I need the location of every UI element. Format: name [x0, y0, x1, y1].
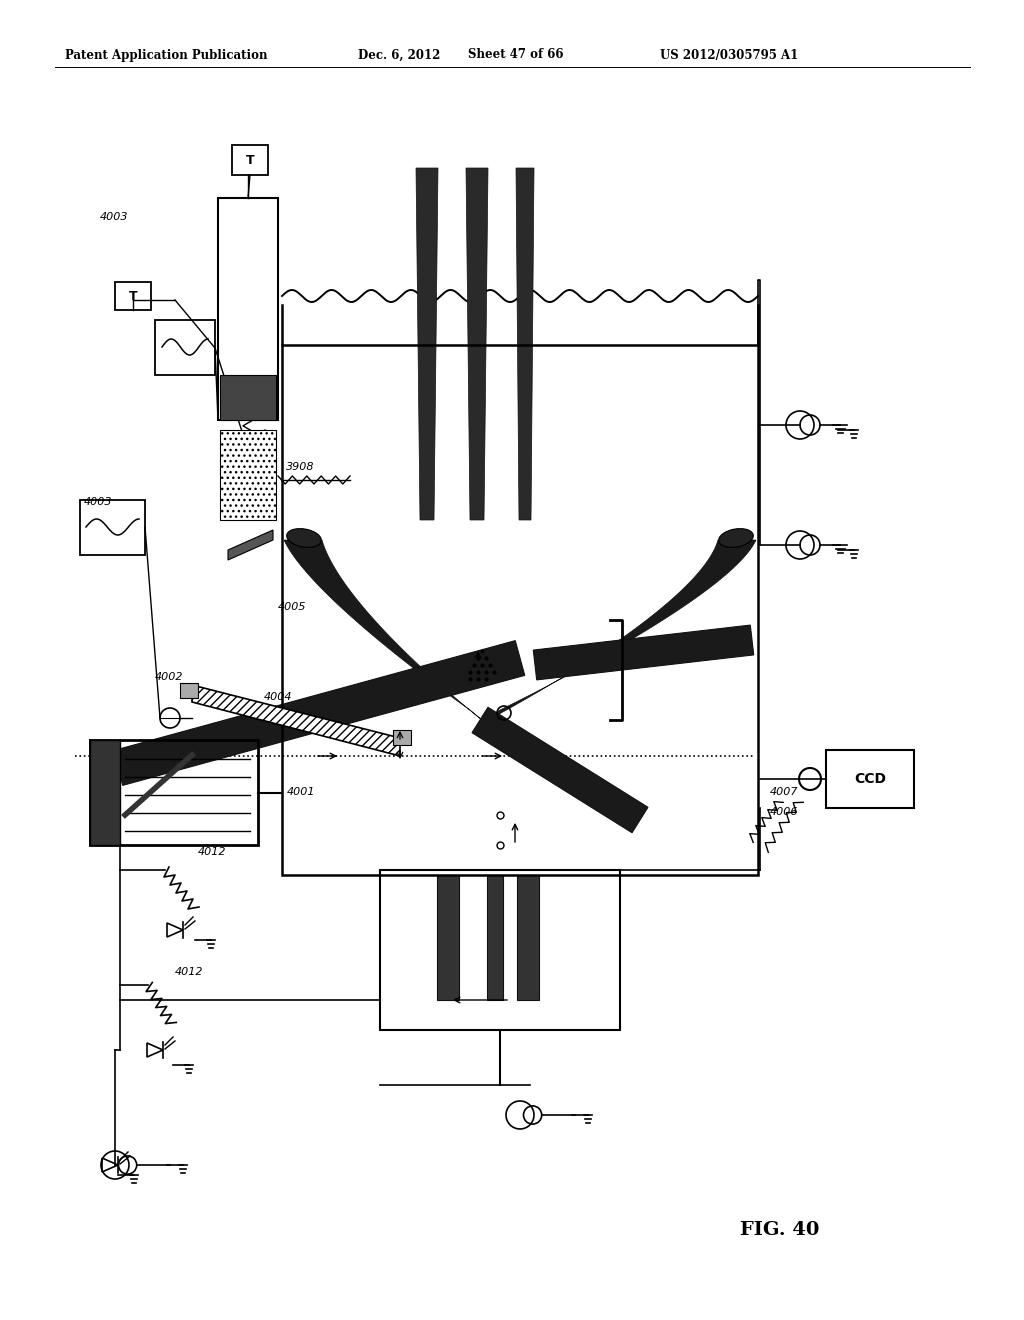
Bar — [393, 730, 411, 744]
Bar — [487, 875, 503, 1001]
Polygon shape — [472, 708, 648, 833]
Text: Sheet 47 of 66: Sheet 47 of 66 — [468, 49, 563, 62]
Polygon shape — [488, 540, 756, 719]
Text: 4007: 4007 — [770, 787, 799, 797]
Text: CCD: CCD — [854, 772, 886, 785]
Text: US 2012/0305795 A1: US 2012/0305795 A1 — [660, 49, 799, 62]
Bar — [220, 375, 276, 420]
Text: FIG. 40: FIG. 40 — [740, 1221, 819, 1239]
Polygon shape — [228, 531, 273, 560]
Bar — [90, 741, 258, 845]
Polygon shape — [534, 626, 754, 680]
Ellipse shape — [287, 528, 322, 548]
Polygon shape — [416, 168, 438, 520]
Polygon shape — [193, 685, 400, 756]
Bar — [437, 875, 459, 1001]
Bar — [220, 430, 276, 520]
Text: T: T — [129, 289, 137, 302]
Text: T: T — [246, 153, 254, 166]
Text: 4012: 4012 — [175, 968, 204, 977]
Bar — [282, 345, 758, 875]
Text: 4001: 4001 — [287, 787, 315, 797]
Bar — [180, 682, 198, 698]
Text: Dec. 6, 2012: Dec. 6, 2012 — [358, 49, 440, 62]
Text: 4002: 4002 — [155, 672, 183, 682]
Bar — [218, 198, 278, 420]
Bar — [155, 319, 215, 375]
Bar — [80, 500, 145, 554]
Polygon shape — [284, 540, 482, 719]
Bar — [517, 875, 539, 1001]
Bar — [115, 282, 151, 310]
Text: 4006: 4006 — [770, 807, 799, 817]
Text: Patent Application Publication: Patent Application Publication — [65, 49, 267, 62]
Polygon shape — [466, 168, 488, 520]
Text: 3908: 3908 — [286, 462, 314, 473]
Bar — [232, 145, 268, 176]
Text: 4004: 4004 — [264, 692, 293, 702]
Text: 4012: 4012 — [198, 847, 226, 857]
Text: 4003: 4003 — [84, 498, 113, 507]
Bar — [826, 750, 914, 808]
Polygon shape — [114, 640, 524, 785]
Bar — [380, 870, 620, 1030]
Text: 4005: 4005 — [278, 602, 306, 612]
Ellipse shape — [719, 528, 754, 548]
Bar — [90, 741, 120, 845]
Text: 4003: 4003 — [100, 213, 128, 222]
Polygon shape — [516, 168, 534, 520]
